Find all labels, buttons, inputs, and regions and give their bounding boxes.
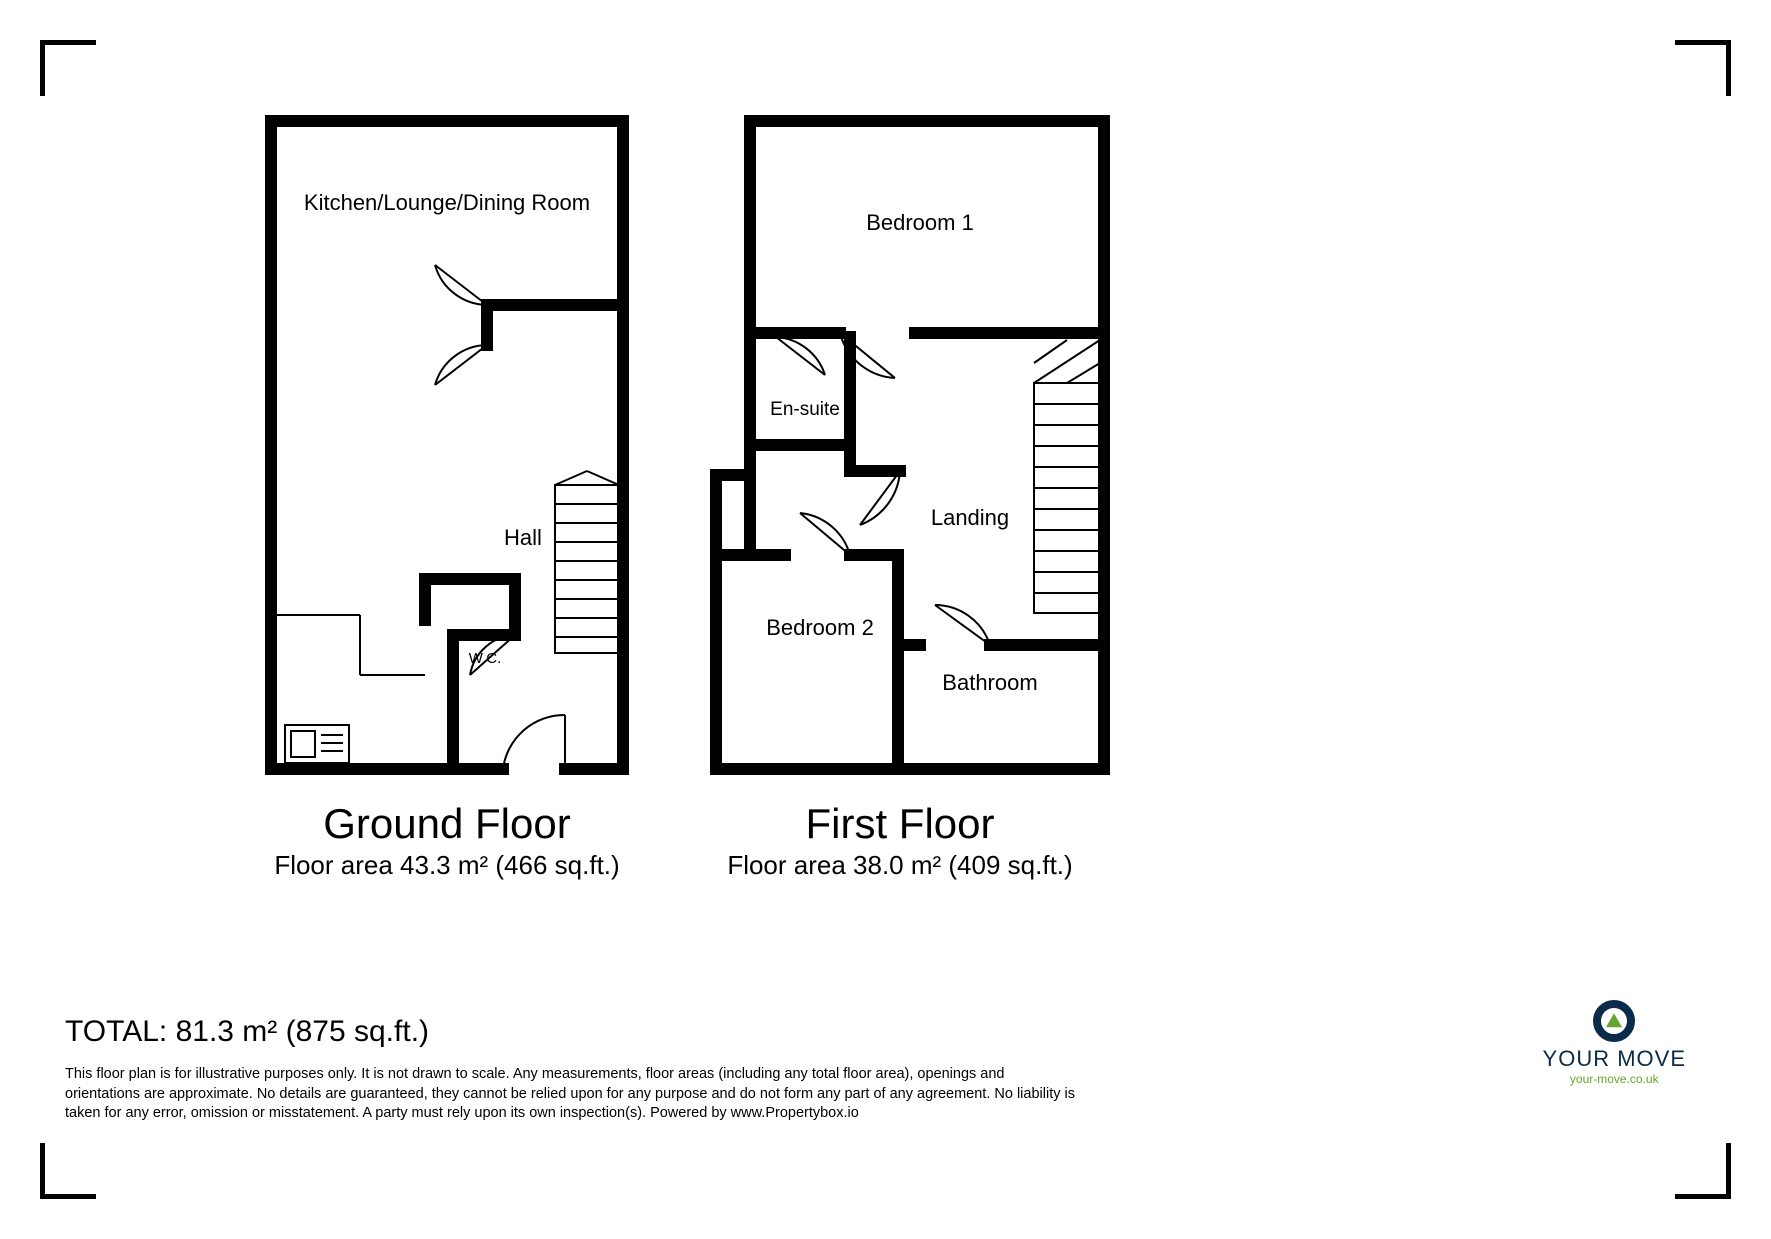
label-bed1: Bedroom 1: [866, 210, 974, 235]
first-floor-plan: Bedroom 1 En-suite Landing Bedroom 2 Bat…: [710, 115, 1110, 775]
ground-floor-plan: Kitchen/Lounge/Dining Room Hall W.C.: [265, 115, 629, 775]
crop-corner-bl: [40, 1143, 96, 1199]
label-bath: Bathroom: [942, 670, 1037, 695]
first-floor-title: First Floor: [690, 800, 1110, 848]
label-open-plan: Kitchen/Lounge/Dining Room: [304, 190, 590, 215]
first-floor-caption: First Floor Floor area 38.0 m² (409 sq.f…: [690, 800, 1110, 881]
crop-corner-tr: [1675, 40, 1731, 96]
crop-corner-br: [1675, 1143, 1731, 1199]
floor-plan-page: Kitchen/Lounge/Dining Room Hall W.C. Gro…: [0, 0, 1771, 1239]
ground-floor-caption: Ground Floor Floor area 43.3 m² (466 sq.…: [265, 800, 629, 881]
label-ensuite: En-suite: [770, 399, 840, 420]
ground-floor-area: Floor area 43.3 m² (466 sq.ft.): [265, 850, 629, 881]
first-floor-area: Floor area 38.0 m² (409 sq.ft.): [690, 850, 1110, 881]
brand-url: your-move.co.uk: [1543, 1072, 1686, 1086]
label-landing: Landing: [931, 505, 1009, 530]
brand-name: YOUR MOVE: [1543, 1046, 1686, 1072]
label-bed2: Bedroom 2: [766, 615, 874, 640]
ground-floor-title: Ground Floor: [265, 800, 629, 848]
disclaimer-text: This floor plan is for illustrative purp…: [65, 1065, 1075, 1124]
brand-logo-icon: [1593, 1000, 1635, 1042]
label-hall: Hall: [504, 525, 542, 550]
crop-corner-tl: [40, 40, 96, 96]
total-area: TOTAL: 81.3 m² (875 sq.ft.): [65, 1015, 429, 1049]
brand-logo: YOUR MOVE your-move.co.uk: [1543, 1000, 1686, 1086]
label-wc: W.C.: [469, 650, 502, 667]
